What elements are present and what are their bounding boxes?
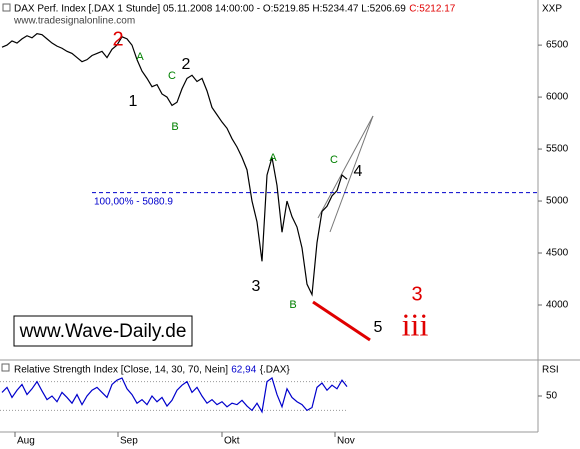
panel-icon	[1, 363, 10, 372]
wave-label: 1	[129, 93, 138, 110]
wave-label: iii	[402, 306, 429, 342]
wave-label: 3	[252, 278, 261, 295]
x-tick-label: Sep	[120, 436, 138, 447]
y-tick-label: 6500	[546, 40, 569, 51]
close-value: C:5212.17	[409, 4, 456, 15]
wave-label: B	[171, 121, 178, 133]
axis-unit: XXP	[542, 4, 562, 15]
brand-box	[13, 315, 193, 347]
watermark: www.tradesignalonline.com	[13, 16, 135, 27]
y-tick-label: 4000	[546, 300, 569, 311]
y-tick-label: 4500	[546, 248, 569, 259]
x-tick-label: Okt	[224, 436, 240, 447]
x-tick-label: Aug	[17, 436, 35, 447]
chart-title: DAX Perf. Index [.DAX 1 Stunde] 05.11.20…	[14, 4, 406, 15]
price-line	[1, 377, 348, 414]
wave-label: 4	[354, 163, 363, 180]
wave-label: C	[168, 70, 176, 82]
x-tick-label: Nov	[337, 436, 355, 447]
price-line	[1, 33, 348, 297]
level-label: 100,00% - 5080.9	[94, 196, 173, 207]
y-tick-label: 6000	[546, 92, 569, 103]
axis-unit: RSI	[542, 365, 559, 376]
projection-line	[312, 300, 371, 342]
rsi-title: Relative Strength Index [Close, 14, 30, …	[14, 365, 228, 376]
wave-label: 2	[112, 28, 123, 50]
wedge-line	[317, 115, 374, 219]
y-tick-label: 50	[546, 391, 558, 402]
rsi-value: 62,94	[231, 365, 256, 376]
wedge-line	[329, 115, 374, 233]
brand: www.Wave-Daily.de	[19, 321, 187, 342]
wave-label: 5	[374, 319, 383, 336]
y-tick-label: 5000	[546, 196, 569, 207]
wave-label: C	[330, 154, 338, 166]
panel-icon	[2, 3, 11, 12]
wave-label: 2	[182, 56, 191, 73]
wave-label: 3	[411, 283, 422, 305]
wave-label: A	[136, 51, 144, 63]
y-tick-label: 5500	[546, 144, 569, 155]
wave-label: B	[289, 299, 296, 311]
rsi-source: {.DAX}	[260, 365, 291, 376]
wave-label: A	[269, 152, 277, 164]
